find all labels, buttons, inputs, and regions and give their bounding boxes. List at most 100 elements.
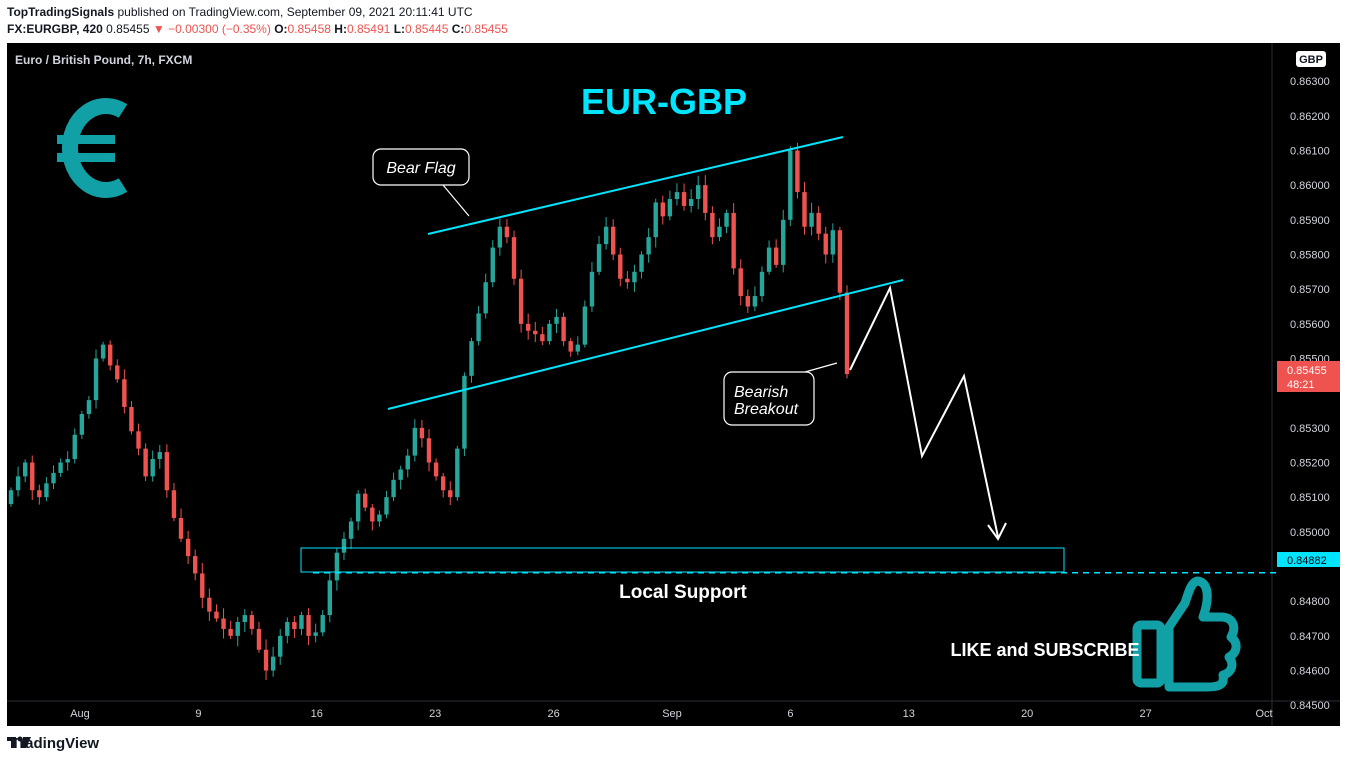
y-tick-label: 0.85700 bbox=[1290, 284, 1330, 296]
support-price-label: 0.84882 bbox=[1277, 552, 1340, 567]
candle-body bbox=[412, 427, 418, 456]
candle-body bbox=[178, 517, 184, 539]
candle-body bbox=[476, 313, 481, 342]
x-tick-label: 26 bbox=[547, 708, 559, 720]
x-tick-label: 23 bbox=[429, 708, 441, 720]
candle-body bbox=[100, 344, 106, 359]
candle-body bbox=[589, 271, 595, 307]
bearish-breakout-line2: Breakout bbox=[734, 401, 799, 418]
candle-body bbox=[363, 493, 368, 508]
candle-body bbox=[115, 365, 120, 380]
x-tick-label: Oct bbox=[1255, 708, 1272, 720]
like-subscribe-text: LIKE and SUBSCRIBE bbox=[950, 640, 1139, 660]
candle-body bbox=[773, 247, 779, 265]
chart-title: EUR-GBP bbox=[581, 81, 747, 122]
candle-body bbox=[207, 597, 212, 612]
candle-body bbox=[405, 455, 410, 470]
candle-body bbox=[285, 621, 290, 636]
candle-body bbox=[681, 192, 687, 206]
bearish-breakout-callout bbox=[723, 371, 815, 426]
candle-body bbox=[752, 296, 758, 307]
candle-body bbox=[334, 552, 340, 581]
close-value: 0.85455 bbox=[464, 22, 508, 36]
candle-body bbox=[30, 462, 35, 491]
bearish-breakout-line1: Bearish bbox=[734, 384, 788, 401]
candle-body bbox=[603, 226, 609, 245]
high-label: H: bbox=[334, 22, 347, 36]
candle-body bbox=[533, 330, 538, 335]
candle-body bbox=[547, 323, 552, 342]
candle-body bbox=[185, 538, 191, 557]
candle-body bbox=[299, 615, 304, 629]
candle-body bbox=[44, 483, 49, 498]
candle-body bbox=[221, 618, 226, 629]
tradingview-footer[interactable]: TradingView bbox=[7, 735, 99, 752]
publisher-name[interactable]: TopTradingSignals bbox=[7, 5, 115, 19]
candle-body bbox=[823, 233, 828, 255]
candle-body bbox=[837, 230, 843, 293]
y-tick-label: 0.86000 bbox=[1290, 180, 1330, 192]
candle-body bbox=[171, 490, 177, 518]
candle-body bbox=[802, 192, 807, 227]
candle-body bbox=[129, 407, 134, 432]
candle-body bbox=[263, 649, 269, 671]
candle-body bbox=[462, 375, 467, 449]
candle-body bbox=[809, 212, 814, 227]
candle-body bbox=[377, 514, 382, 522]
countdown-value: 48:21 bbox=[1287, 379, 1315, 391]
candle-body bbox=[327, 580, 333, 616]
candle-body bbox=[242, 615, 247, 622]
high-value: 0.85491 bbox=[346, 22, 391, 36]
candle-body bbox=[15, 476, 21, 491]
x-tick-label: 20 bbox=[1021, 708, 1033, 720]
candle-body bbox=[596, 244, 602, 272]
low-label: L: bbox=[393, 22, 406, 36]
y-tick-label: 0.86100 bbox=[1290, 145, 1330, 157]
candle-body bbox=[696, 185, 701, 200]
support-price-value: 0.84882 bbox=[1287, 555, 1327, 567]
candle-body bbox=[568, 341, 573, 352]
candle-body bbox=[51, 472, 56, 484]
candle-body bbox=[688, 199, 694, 206]
publish-line: TopTradingSignals published on TradingVi… bbox=[7, 5, 473, 19]
candle-body bbox=[341, 538, 347, 553]
x-tick-label: Sep bbox=[662, 708, 682, 720]
open-value: 0.85458 bbox=[287, 22, 331, 36]
candle-body bbox=[313, 632, 318, 636]
symbol-title: Euro / British Pound, 7h, FXCM bbox=[15, 53, 193, 67]
x-tick-label: 13 bbox=[903, 708, 915, 720]
candle-body bbox=[795, 150, 800, 193]
candle-body bbox=[306, 615, 311, 636]
change-text: ▼ −0.00300 (−0.35%) bbox=[152, 22, 271, 36]
candle-body bbox=[320, 615, 325, 633]
currency-badge[interactable] bbox=[1296, 51, 1326, 67]
candle-body bbox=[398, 469, 403, 480]
tradingview-brand: TradingView bbox=[11, 735, 100, 752]
candle-body bbox=[164, 452, 170, 491]
y-axis: 0.86300 0.86200 0.86100 0.86000 0.85900 0.858… bbox=[1290, 76, 1330, 712]
candle-body bbox=[419, 427, 425, 439]
candle-body bbox=[278, 635, 283, 657]
candle-body bbox=[703, 185, 708, 213]
chart-svg[interactable]: 0.86300 0.86200 0.86100 0.86000 0.85900 0.858… bbox=[7, 43, 1340, 726]
projection-arrowhead bbox=[987, 522, 1007, 541]
candle-body bbox=[483, 282, 488, 314]
candle-body bbox=[561, 316, 566, 342]
projection-path bbox=[849, 284, 999, 538]
x-tick-label: 9 bbox=[195, 708, 201, 720]
candle-body bbox=[107, 344, 113, 366]
symbol-line: FX:EURGBP, 420 bbox=[7, 22, 103, 36]
candle-body bbox=[625, 278, 630, 283]
bear-flag-callout bbox=[372, 148, 470, 186]
candle-body bbox=[384, 497, 389, 515]
x-tick-label: Aug bbox=[70, 708, 90, 720]
candle-body bbox=[611, 226, 616, 255]
candle-body bbox=[724, 212, 729, 227]
y-tick-label: 0.85300 bbox=[1290, 423, 1330, 435]
chart-area[interactable]: 0.86300 0.86200 0.86100 0.86000 0.85900 0.858… bbox=[7, 43, 1340, 726]
channel-lower-line bbox=[387, 279, 904, 410]
local-support-label: Local Support bbox=[619, 582, 747, 603]
y-tick-label: 0.84600 bbox=[1290, 666, 1330, 678]
y-tick-label: 0.86300 bbox=[1290, 76, 1330, 88]
candle-body bbox=[660, 202, 665, 217]
